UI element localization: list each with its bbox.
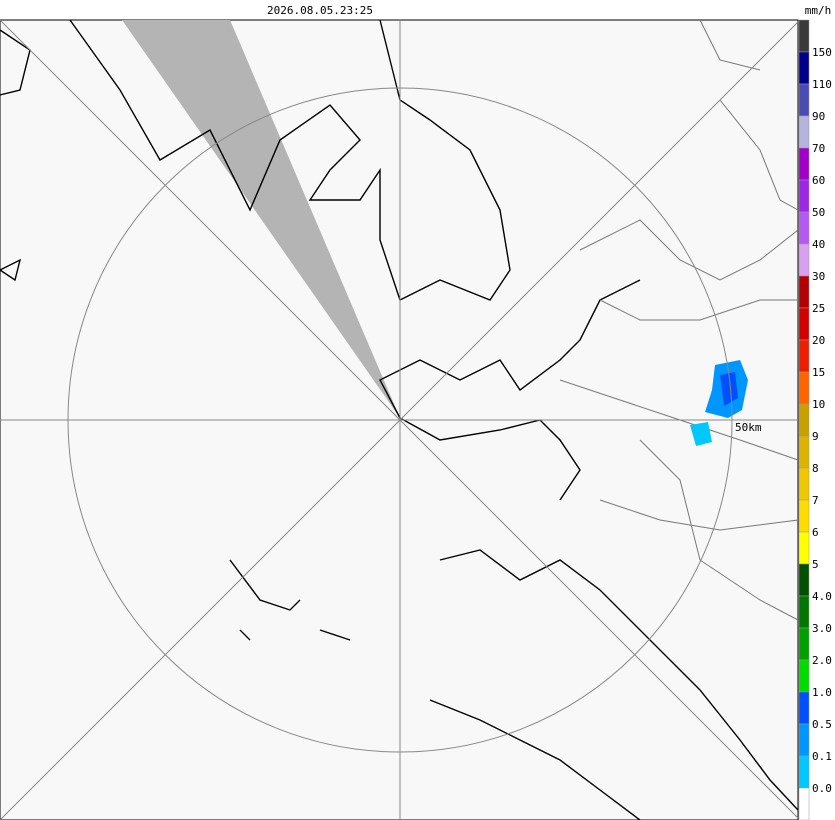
legend-swatch bbox=[798, 179, 810, 213]
legend-label: 1.0 bbox=[812, 686, 832, 699]
legend-swatch bbox=[798, 211, 810, 245]
legend-label: 5 bbox=[812, 558, 819, 571]
legend-swatch bbox=[798, 83, 810, 117]
legend-swatch bbox=[798, 339, 810, 373]
legend-label: 15 bbox=[812, 366, 825, 379]
legend-swatch bbox=[798, 115, 810, 149]
legend-swatch bbox=[798, 51, 810, 85]
blocked-sector bbox=[122, 20, 400, 418]
legend-label: 20 bbox=[812, 334, 825, 347]
legend-swatch bbox=[798, 595, 810, 629]
legend-label: 2.0 bbox=[812, 654, 832, 667]
range-rings bbox=[0, 19, 799, 820]
unit: mm/h bbox=[805, 4, 832, 17]
legend-label: 0.5 bbox=[812, 718, 832, 731]
legend-label: 50 bbox=[812, 206, 825, 219]
legend-swatch bbox=[798, 787, 810, 820]
legend-label: 110 bbox=[812, 78, 832, 91]
legend-label: 25 bbox=[812, 302, 825, 315]
legend-label: 70 bbox=[812, 142, 825, 155]
legend-swatch bbox=[798, 435, 810, 469]
legend-swatch bbox=[798, 403, 810, 437]
legend-label: 30 bbox=[812, 270, 825, 283]
legend-label: 4.0 bbox=[812, 590, 832, 603]
coastlines bbox=[0, 19, 799, 820]
legend-swatch bbox=[798, 371, 810, 405]
timestamp: 2026.08.05.23:25 bbox=[267, 4, 373, 17]
legend-label: 7 bbox=[812, 494, 819, 507]
legend-label: 90 bbox=[812, 110, 825, 123]
legend-swatch bbox=[798, 563, 810, 597]
legend-swatch bbox=[798, 755, 810, 789]
legend-label: 60 bbox=[812, 174, 825, 187]
legend-swatch bbox=[798, 275, 810, 309]
legend-label: 150 bbox=[812, 46, 832, 59]
legend-swatch bbox=[798, 243, 810, 277]
legend-label: 6 bbox=[812, 526, 819, 539]
legend-label: 9 bbox=[812, 430, 819, 443]
legend: 150 110 90 70 60 50 40 30 25 20 15 10 9 8 7 6 5 4.0 3.0 2.0… bbox=[798, 19, 832, 820]
legend-label: 8 bbox=[812, 462, 819, 475]
legend-swatch bbox=[798, 659, 810, 693]
legend-swatch bbox=[798, 723, 810, 757]
legend-swatch bbox=[798, 691, 810, 725]
legend-label: 0.1 bbox=[812, 750, 832, 763]
legend-swatch bbox=[798, 19, 810, 53]
range-label: 50km bbox=[735, 421, 762, 434]
legend-swatch bbox=[798, 307, 810, 341]
legend-swatch bbox=[798, 467, 810, 501]
legend-swatch bbox=[798, 531, 810, 565]
legend-label: 3.0 bbox=[812, 622, 832, 635]
legend-label: 10 bbox=[812, 398, 825, 411]
legend-swatch bbox=[798, 147, 810, 181]
legend-label: 40 bbox=[812, 238, 825, 251]
rain-echo bbox=[690, 360, 748, 446]
legend-swatch bbox=[798, 499, 810, 533]
legend-label: 0.0 bbox=[812, 782, 832, 795]
legend-swatch bbox=[798, 627, 810, 661]
